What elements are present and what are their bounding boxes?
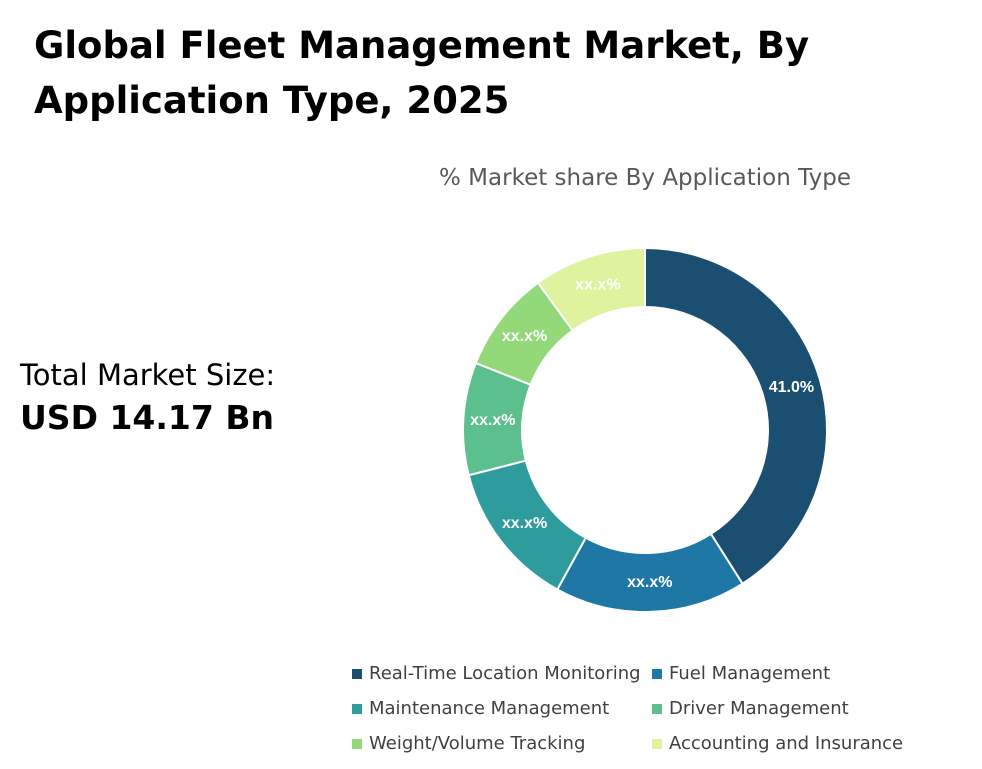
legend-swatch: [352, 703, 362, 714]
legend-swatch: [352, 668, 362, 679]
legend-label: Real-Time Location Monitoring: [369, 663, 641, 684]
donut-slices: [462, 246, 828, 613]
legend-label: Weight/Volume Tracking: [369, 733, 586, 754]
legend-item-weight-volume-tracking: Weight/Volume Tracking: [352, 732, 652, 755]
donut-slice-fuel-management: [555, 532, 744, 613]
donut-slice-accounting-and-insurance: [536, 246, 646, 332]
chart-legend: Real-Time Location Monitoring Fuel Manag…: [352, 662, 972, 755]
legend-item-maintenance-management: Maintenance Management: [352, 697, 652, 720]
donut-slice-labels: 41.0% xx.x% xx.x% xx.x% xx.x% xx.x%: [470, 276, 814, 590]
legend-item-fuel-management: Fuel Management: [652, 662, 952, 685]
legend-item-real-time-location-monitoring: Real-Time Location Monitoring: [352, 662, 652, 685]
legend-label: Maintenance Management: [369, 698, 610, 719]
legend-label: Accounting and Insurance: [669, 733, 904, 754]
legend-swatch: [652, 668, 662, 679]
slice-label-maintenance-management: xx.x%: [502, 515, 547, 532]
slice-label-accounting-and-insurance: xx.x%: [575, 276, 620, 293]
legend-swatch: [352, 738, 362, 749]
legend-label: Driver Management: [669, 698, 849, 719]
donut-slice-real-time-location-monitoring: [644, 246, 828, 586]
legend-label: Fuel Management: [669, 663, 831, 684]
chart-subtitle: % Market share By Application Type: [439, 165, 851, 191]
donut-chart: 41.0% xx.x% xx.x% xx.x% xx.x% xx.x%: [462, 246, 828, 613]
legend-swatch: [652, 703, 662, 714]
total-market-size-value: USD 14.17 Bn: [20, 398, 274, 437]
legend-item-driver-management: Driver Management: [652, 697, 952, 720]
slice-label-driver-management: xx.x%: [470, 412, 515, 429]
total-market-size-label: Total Market Size:: [20, 358, 276, 392]
slice-label-real-time-location-monitoring: 41.0%: [769, 379, 814, 396]
slice-label-fuel-management: xx.x%: [627, 574, 672, 591]
legend-item-accounting-and-insurance: Accounting and Insurance: [652, 732, 952, 755]
chart-title: Global Fleet Management Market, By Appli…: [34, 24, 810, 122]
slice-label-weight-volume-tracking: xx.x%: [502, 328, 547, 345]
legend-swatch: [652, 738, 662, 749]
